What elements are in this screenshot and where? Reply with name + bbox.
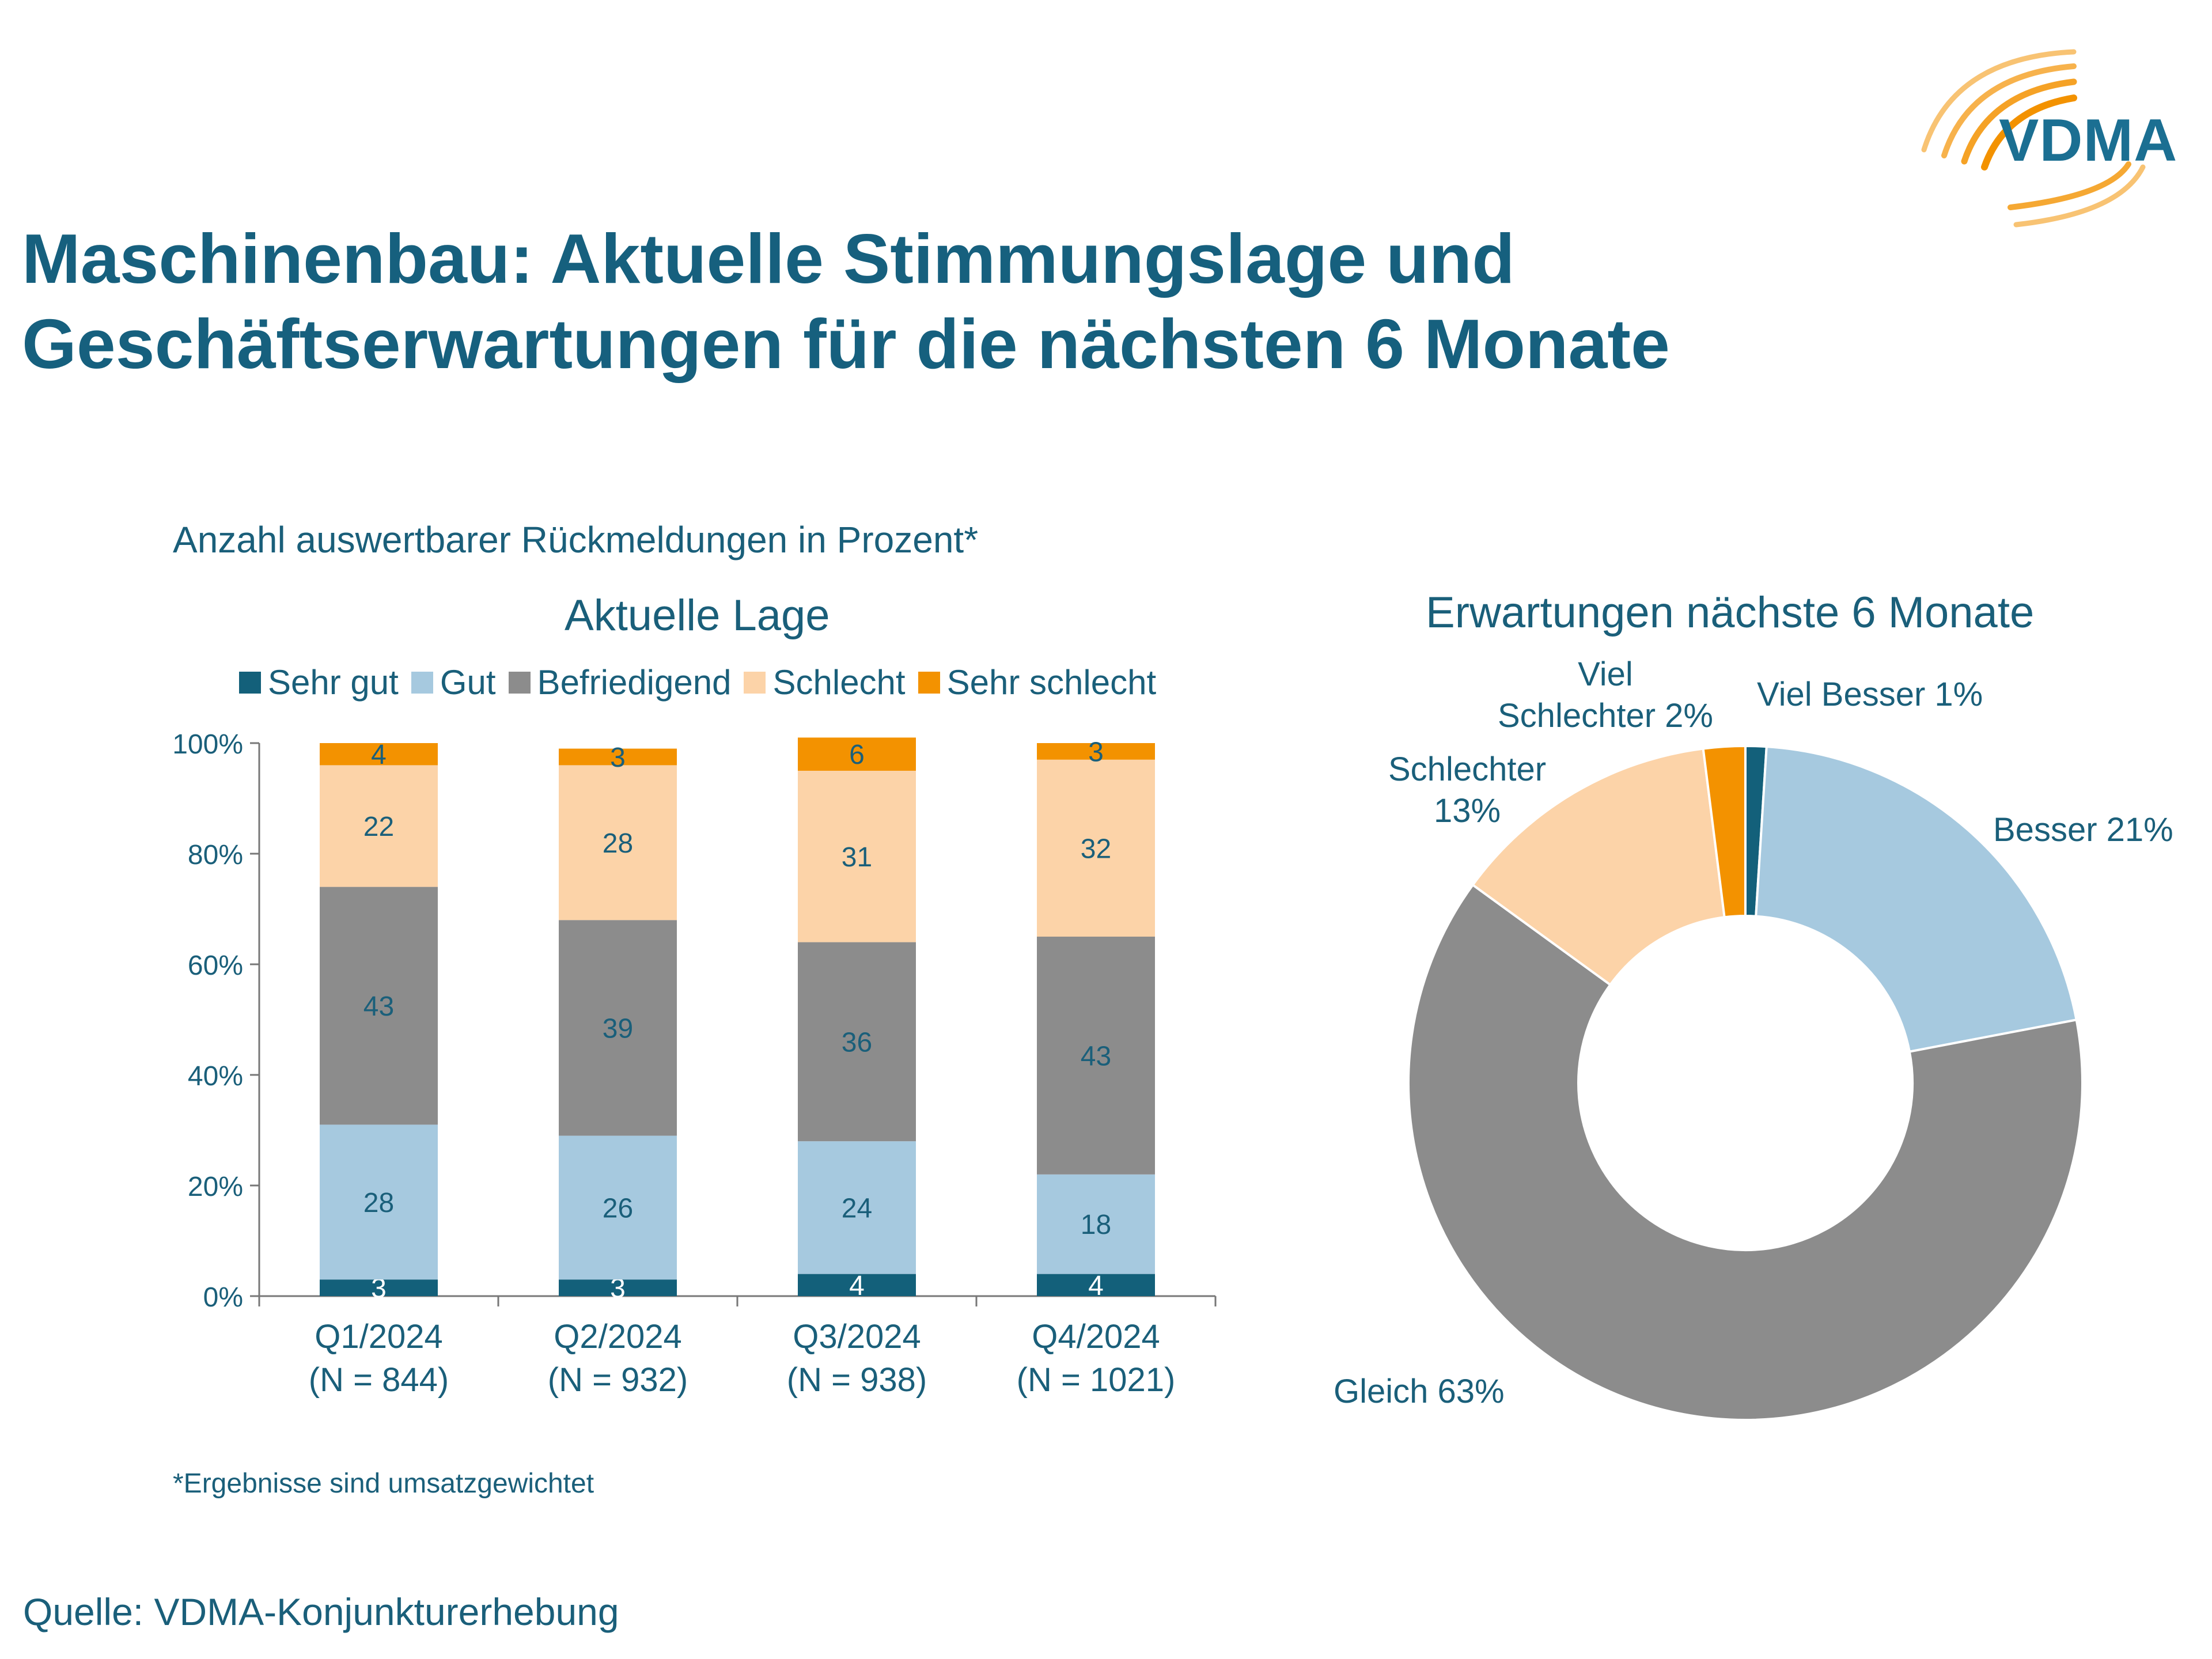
- legend-item-sehr-schlecht: Sehr schlecht: [918, 662, 1157, 702]
- bar-value-label: 32: [1081, 834, 1111, 864]
- bar-segment: [320, 765, 438, 887]
- bar-segment: [320, 1279, 438, 1296]
- vdma-logo-text: VDMA: [1999, 107, 2178, 174]
- bar-value-label: 28: [363, 1188, 394, 1218]
- legend-swatch-gut: [411, 671, 433, 694]
- bar-value-label: 4: [1088, 1271, 1104, 1301]
- footnote: *Ergebnisse sind umsatzgewichtet: [173, 1468, 594, 1499]
- bar-value-label: 3: [610, 743, 626, 773]
- pie-label-gleich: Gleich 63%: [1334, 1373, 1505, 1410]
- bar-value-label: 28: [603, 828, 633, 859]
- bar-segment: [798, 1141, 916, 1274]
- bar-value-label: 36: [842, 1027, 872, 1058]
- bar-value-label: 39: [603, 1013, 633, 1044]
- bar-segment: [559, 920, 677, 1136]
- legend-item-schlecht: Schlecht: [744, 662, 906, 702]
- x-tick-label: Q3/2024: [793, 1318, 921, 1355]
- legend-swatch-sehr-gut: [239, 671, 261, 694]
- legend-swatch-schlecht: [744, 671, 766, 694]
- donut-slice: [1471, 747, 1726, 987]
- bar-segment: [320, 887, 438, 1125]
- legend-label-sehr-gut: Sehr gut: [268, 663, 399, 702]
- legend-item-gut: Gut: [411, 662, 496, 702]
- legend-swatch-befriedigend: [508, 671, 531, 694]
- pie-label-schlechter-line1: Schlechter: [1388, 751, 1547, 788]
- bar-segment: [1037, 937, 1155, 1175]
- legend-swatch-sehr-schlecht: [918, 671, 940, 694]
- pie-label-viel-schlechter-line1: Viel: [1578, 656, 1633, 693]
- legend-label-gut: Gut: [440, 663, 496, 702]
- bar-value-label: 4: [371, 740, 387, 770]
- legend-label-schlecht: Schlecht: [772, 663, 906, 702]
- bar-segment: [1037, 743, 1155, 760]
- bar-segment: [559, 1135, 677, 1280]
- legend-label-sehr-schlecht: Sehr schlecht: [946, 663, 1157, 702]
- bar-value-label: 43: [1081, 1041, 1111, 1071]
- bar-value-label: 6: [849, 740, 865, 770]
- bar-value-label: 43: [363, 991, 394, 1022]
- bar-segment: [798, 737, 916, 771]
- bar-chart-legend: Sehr gut Gut Befriedigend Schlecht Sehr …: [239, 662, 1169, 702]
- pie-label-viel-schlechter-line2: Schlechter 2%: [1498, 697, 1713, 734]
- pie-label-schlechter: Schlechter 13%: [1388, 749, 1546, 832]
- donut-chart: [1407, 744, 2084, 1421]
- donut-slice: [1755, 745, 2078, 1053]
- bar-segment: [559, 765, 677, 921]
- x-tick-sublabel: (N = 938): [787, 1361, 927, 1399]
- bar-segment: [1037, 1274, 1155, 1296]
- bar-segment: [798, 942, 916, 1142]
- legend-item-sehr-gut: Sehr gut: [239, 662, 399, 702]
- y-tick-label: 40%: [188, 1061, 243, 1092]
- bar-segment: [559, 748, 677, 766]
- bar-segment: [1037, 759, 1155, 937]
- source-note: Quelle: VDMA-Konjunkturerhebung: [23, 1590, 619, 1633]
- bar-value-label: 31: [842, 842, 872, 873]
- y-tick-label: 60%: [188, 950, 243, 981]
- bar-segment: [559, 1279, 677, 1296]
- bar-value-label: 22: [363, 812, 394, 842]
- bar-value-label: 4: [849, 1271, 865, 1301]
- pie-label-besser: Besser 21%: [1993, 811, 2173, 849]
- bar-value-label: 18: [1081, 1210, 1111, 1240]
- x-tick-sublabel: (N = 932): [548, 1361, 688, 1399]
- y-tick-label: 100%: [172, 729, 243, 760]
- bar-chart-title: Aktuelle Lage: [565, 591, 830, 640]
- bar-segment: [798, 1274, 916, 1296]
- x-tick-sublabel: (N = 844): [309, 1361, 449, 1399]
- bar-segment: [798, 771, 916, 942]
- x-tick-sublabel: (N = 1021): [1017, 1361, 1176, 1399]
- x-tick-label: Q1/2024: [315, 1318, 443, 1355]
- page-title-line2: Geschäftserwartungen für die nächsten 6 …: [22, 305, 1670, 383]
- page-title: Maschinenbau: Aktuelle Stimmungslage und…: [22, 216, 1670, 387]
- donut-slice: [1407, 883, 2084, 1421]
- y-tick-label: 20%: [188, 1172, 243, 1202]
- y-tick-label: 80%: [188, 840, 243, 870]
- pie-label-viel-besser: Viel Besser 1%: [1757, 676, 1983, 713]
- x-tick-label: Q2/2024: [554, 1318, 682, 1355]
- chart-subtitle: Anzahl auswertbarer Rückmeldungen in Pro…: [173, 519, 979, 560]
- bar-value-label: 24: [842, 1193, 872, 1224]
- donut-slice: [1702, 744, 1747, 919]
- bar-value-label: 26: [603, 1193, 633, 1224]
- x-tick-label: Q4/2024: [1032, 1318, 1160, 1355]
- page-title-line1: Maschinenbau: Aktuelle Stimmungslage und: [22, 219, 1515, 298]
- bar-value-label: 3: [1088, 737, 1104, 767]
- legend-label-befriedigend: Befriedigend: [537, 663, 732, 702]
- legend-item-befriedigend: Befriedigend: [508, 662, 732, 702]
- pie-label-viel-schlechter: Viel Schlechter 2%: [1498, 654, 1713, 737]
- bar-segment: [320, 743, 438, 766]
- y-tick-label: 0%: [203, 1282, 243, 1313]
- pie-label-schlechter-line2: 13%: [1433, 792, 1501, 830]
- bar-segment: [320, 1124, 438, 1280]
- donut-chart-title: Erwartungen nächste 6 Monate: [1426, 588, 2035, 637]
- bar-segment: [1037, 1174, 1155, 1274]
- vdma-logo-arcs: [1921, 49, 2146, 228]
